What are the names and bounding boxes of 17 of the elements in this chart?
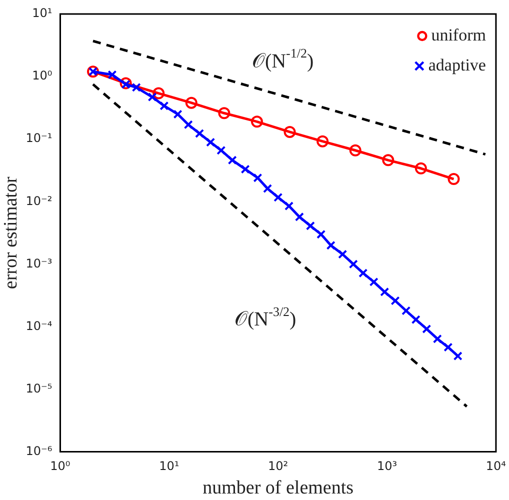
x-tick-label: 10³ (376, 459, 398, 474)
y-tick-label: 10⁰ (32, 68, 52, 83)
legend-label: adaptive (428, 55, 486, 74)
y-tick-label: 10⁻¹ (26, 131, 52, 146)
y-tick-label: 10⁻³ (26, 256, 52, 270)
y-tick-label: 10⁻⁶ (26, 444, 52, 458)
y-tick-label: 10⁻⁵ (26, 381, 52, 396)
y-axis-title: error estimator (0, 176, 22, 290)
x-axis-title: number of elements (202, 478, 354, 499)
y-tick-label: 10⁻⁴ (26, 318, 52, 333)
x-tick-label: 10¹ (159, 459, 180, 474)
x-tick-label: 10² (268, 459, 288, 474)
x-tick-label: 10⁴ (486, 459, 506, 474)
x-tick-label: 10⁰ (50, 459, 70, 474)
legend-label: uniform (431, 25, 486, 44)
y-tick-label: 10¹ (32, 6, 52, 20)
y-tick-label: 10⁻² (26, 194, 52, 208)
